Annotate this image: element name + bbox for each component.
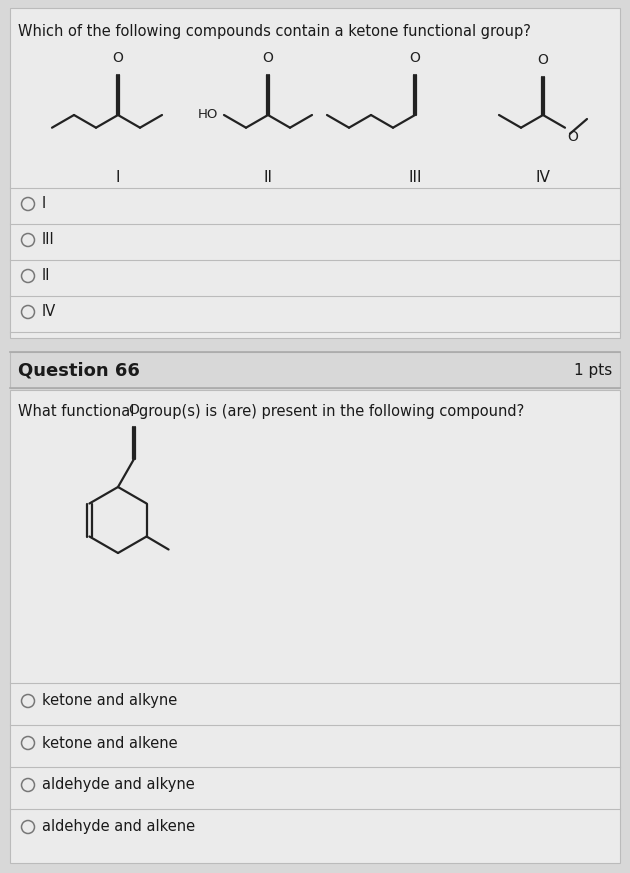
- Text: II: II: [263, 170, 273, 185]
- Text: O: O: [410, 51, 420, 65]
- Bar: [10, 352, 620, 388]
- Text: III: III: [408, 170, 421, 185]
- Text: I: I: [116, 170, 120, 185]
- Text: Which of the following compounds contain a ketone functional group?: Which of the following compounds contain…: [18, 24, 531, 39]
- Text: Question 66: Question 66: [18, 361, 140, 379]
- Text: ketone and alkene: ketone and alkene: [42, 735, 178, 751]
- Text: IV: IV: [536, 170, 551, 185]
- Text: O: O: [263, 51, 273, 65]
- Text: HO: HO: [198, 108, 218, 121]
- Bar: [10, 8, 620, 338]
- Text: III: III: [42, 232, 55, 248]
- Text: IV: IV: [42, 305, 56, 320]
- Text: O: O: [537, 53, 549, 67]
- Text: O: O: [129, 403, 139, 417]
- Text: aldehyde and alkene: aldehyde and alkene: [42, 820, 195, 835]
- Text: I: I: [42, 196, 46, 211]
- Text: What functional group(s) is (are) present in the following compound?: What functional group(s) is (are) presen…: [18, 404, 524, 419]
- Text: O: O: [113, 51, 123, 65]
- Text: 1 pts: 1 pts: [574, 362, 612, 377]
- Text: II: II: [42, 269, 50, 284]
- Text: O: O: [567, 130, 578, 144]
- Text: ketone and alkyne: ketone and alkyne: [42, 693, 177, 709]
- Text: aldehyde and alkyne: aldehyde and alkyne: [42, 778, 195, 793]
- Bar: [10, 390, 620, 863]
